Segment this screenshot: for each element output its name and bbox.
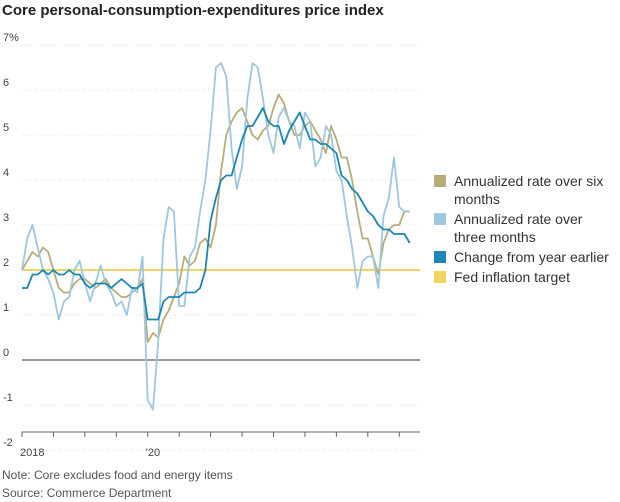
source-text: Source: Commerce Department (2, 486, 172, 500)
gridlines (22, 44, 420, 451)
y-tick-label: 4 (3, 167, 9, 179)
y-tick-label: -1 (3, 392, 13, 404)
x-tick-label: '20 (146, 447, 160, 459)
legend-swatch (434, 213, 446, 225)
y-axis-tick-labels: -2 -1 0 1 2 3 4 5 6 7% (3, 32, 19, 449)
legend-swatch (434, 271, 446, 283)
legend-item: Annualized rate over six months (434, 172, 618, 208)
x-tick-label: 2018 (20, 447, 44, 459)
legend-label: Fed inflation target (454, 269, 570, 285)
note-text: Note: Core excludes food and energy item… (2, 468, 233, 482)
legend-swatch (434, 251, 446, 263)
y-tick-label: 0 (3, 347, 9, 359)
legend-swatch (434, 175, 446, 187)
legend-label: Annualized rate over six months (454, 173, 604, 207)
y-tick-label: 7% (3, 32, 19, 44)
legend-label: Change from year earlier (454, 249, 609, 265)
chart-title: Core personal-consumption-expenditures p… (2, 2, 384, 19)
y-tick-label: 1 (3, 302, 9, 314)
series-line (21, 93, 410, 343)
y-tick-label: -2 (3, 437, 13, 449)
series-line (22, 107, 411, 321)
x-axis-tick-labels: 2018 '20 (20, 447, 160, 459)
chart-notes: Note: Core excludes food and energy item… (2, 466, 233, 502)
y-tick-label: 3 (3, 212, 9, 224)
y-tick-label: 5 (3, 122, 9, 134)
legend-label: Annualized rate over three months (454, 211, 583, 245)
legend-item: Fed inflation target (434, 268, 618, 286)
series-lines (21, 62, 420, 411)
legend-item: Change from year earlier (434, 248, 618, 266)
series-line (21, 62, 410, 411)
y-tick-label: 6 (3, 77, 9, 89)
legend-item: Annualized rate over three months (434, 210, 618, 246)
x-axis (21, 359, 420, 437)
legend: Annualized rate over six months Annualize… (434, 172, 618, 288)
y-tick-label: 2 (3, 257, 9, 269)
